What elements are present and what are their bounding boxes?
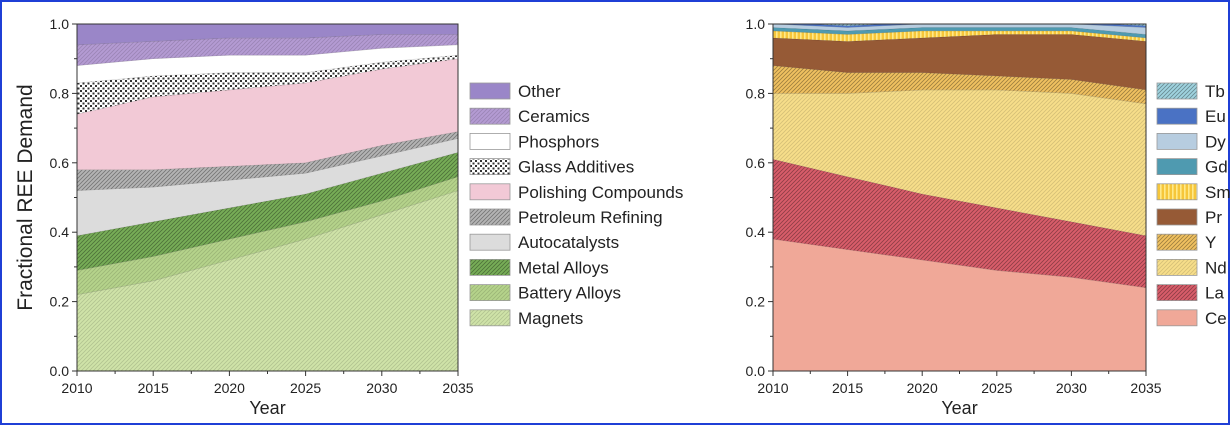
legend-label: Nd (1205, 258, 1227, 277)
area-eu (773, 24, 1146, 28)
legend-label: Tb (1205, 82, 1225, 101)
legend-swatch (469, 107, 511, 125)
y-tick-label: 0.0 (746, 363, 766, 379)
legend-swatch (1156, 158, 1198, 176)
legend-swatch (469, 208, 511, 226)
legend-label: Battery Alloys (518, 284, 621, 303)
legend-swatch (1156, 82, 1198, 100)
chart-2: 2010 2015 2020 2025 2030 2035 0.0 0.2 0.4 0.6 0.8 1… (746, 16, 1230, 418)
legend-swatch (469, 309, 511, 327)
x-tick-label: 2030 (1056, 380, 1087, 396)
x-tick-label: 2015 (832, 380, 863, 396)
chart-1: 2010 2015 2020 2025 2030 2035 0.0 0.2 0.4 0.6 0.8 1… (14, 16, 683, 418)
x-axis-label: Year (941, 398, 977, 418)
x-tick-label: 2010 (757, 380, 788, 396)
legend-label: Sm (1205, 183, 1230, 202)
legend-swatch (1156, 132, 1198, 150)
legend-swatch (469, 258, 511, 276)
legend-swatch (469, 233, 511, 251)
legend: Tb Eu Dy Gd Sm Pr Y Nd La Ce (1156, 82, 1230, 328)
legend-swatch (469, 132, 511, 150)
y-tick-label: 0.4 (50, 224, 70, 240)
y-tick-label: 0.2 (746, 294, 766, 310)
legend-swatch (1156, 183, 1198, 201)
y-tick-label: 1.0 (50, 16, 70, 32)
y-tick-label: 1.0 (746, 16, 766, 32)
legend-label: Other (518, 82, 561, 101)
legend-label: Autocatalysts (518, 233, 619, 252)
legend-label: Pr (1205, 208, 1222, 227)
y-tick-label: 0.4 (746, 224, 766, 240)
legend-label: Ce (1205, 309, 1227, 328)
x-tick-label: 2015 (138, 380, 169, 396)
legend: Other Ceramics Phosphors Glass Additives Pol… (469, 82, 683, 328)
x-tick-label: 2010 (61, 380, 92, 396)
legend-label: Magnets (518, 309, 583, 328)
y-tick-label: 0.2 (50, 294, 70, 310)
legend-swatch (1156, 258, 1198, 276)
plot-area (773, 24, 1146, 371)
y-tick-label: 0.6 (746, 155, 766, 171)
legend-swatch (1156, 107, 1198, 125)
legend-swatch (1156, 233, 1198, 251)
legend-swatch (469, 183, 511, 201)
legend-swatch (1156, 309, 1198, 327)
y-tick-label: 0.8 (746, 85, 766, 101)
legend-label: Dy (1205, 132, 1226, 151)
y-axis-label: Fractional REE Demand (14, 84, 37, 310)
legend-swatch (1156, 284, 1198, 302)
legend-label: Polishing Compounds (518, 183, 683, 202)
legend-label: Y (1205, 233, 1216, 252)
x-tick-label: 2035 (1130, 380, 1161, 396)
x-tick-label: 2020 (907, 380, 938, 396)
y-tick-label: 0.0 (50, 363, 70, 379)
legend-label: Petroleum Refining (518, 208, 663, 227)
legend-label: La (1205, 284, 1224, 303)
x-tick-label: 2020 (214, 380, 245, 396)
legend-label: Ceramics (518, 107, 590, 126)
y-tick-label: 0.8 (50, 85, 70, 101)
x-tick-label: 2025 (981, 380, 1012, 396)
legend-label: Metal Alloys (518, 258, 609, 277)
plot-area (77, 24, 458, 371)
legend-swatch (469, 284, 511, 302)
legend-label: Phosphors (518, 132, 599, 151)
legend-swatch (469, 158, 511, 176)
x-tick-label: 2035 (442, 380, 473, 396)
legend-swatch (469, 82, 511, 100)
legend-label: Glass Additives (518, 158, 634, 177)
legend-swatch (1156, 208, 1198, 226)
area-dy (773, 24, 1146, 35)
x-tick-label: 2030 (366, 380, 397, 396)
y-tick-label: 0.6 (50, 155, 70, 171)
x-axis-label: Year (249, 398, 285, 418)
legend-label: Gd (1205, 158, 1228, 177)
area-other (77, 24, 458, 46)
legend-label: Eu (1205, 107, 1226, 126)
x-tick-label: 2025 (290, 380, 321, 396)
